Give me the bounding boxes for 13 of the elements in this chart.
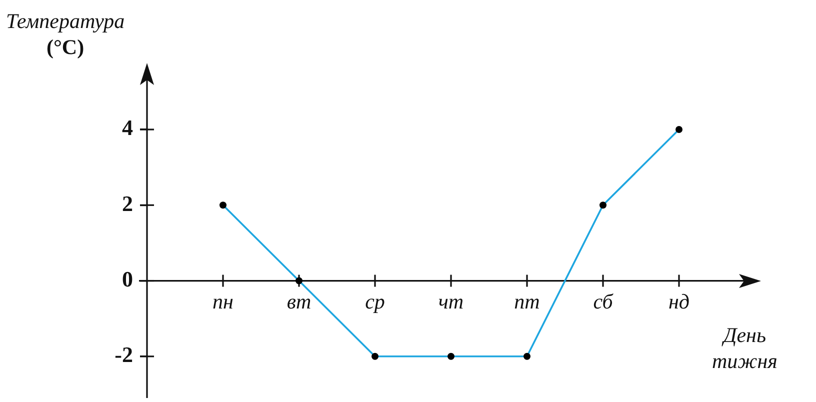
x-tick-label: вт [286,289,312,314]
y-tick-label: -2 [114,342,133,368]
x-tick-label: пт [514,289,540,314]
y-tick-label: 4 [122,115,133,140]
x-tick-label: сб [593,289,614,314]
x-tick-label: ср [365,289,385,314]
y-tick-label: 0 [122,266,133,292]
y-tick-label: 2 [122,190,133,216]
y-axis-title: Температура (°C) [6,8,125,60]
x-tick-label: чт [438,289,464,314]
x-axis-title: День тижня [712,322,778,374]
x-tick-label: пн [212,289,234,314]
x-tick-label: нд [668,289,690,314]
